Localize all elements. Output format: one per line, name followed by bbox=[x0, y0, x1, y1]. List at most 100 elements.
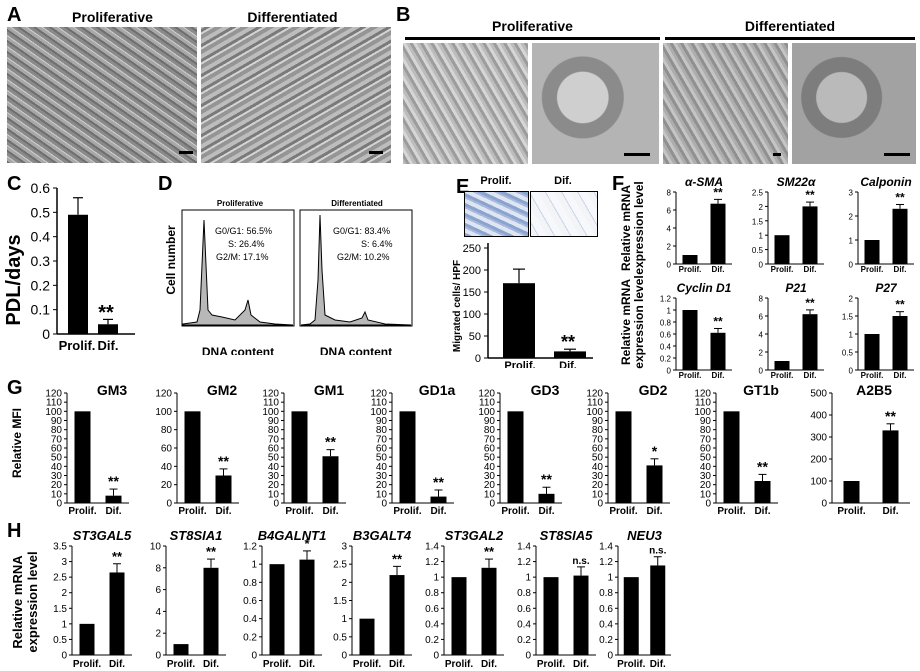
y-tick-label: 70 bbox=[484, 434, 496, 445]
panel-label-g: G bbox=[7, 377, 23, 399]
y-tick-label: 60 bbox=[268, 444, 280, 455]
bar-chart-neu3: NEU3 0 0.2 0.4 0.6 0.8 1 1.2 1.4 Prolif. n.s. Dif. bbox=[599, 528, 671, 670]
bar-chart-gm2: GM2 0 20 40 60 80 100 120 Prolif. ** Dif. bbox=[155, 382, 239, 517]
y-tick-label: 1 bbox=[849, 237, 854, 246]
y-tick-label: 0 bbox=[821, 499, 827, 510]
y-tick-label: 0 bbox=[155, 651, 161, 662]
y-tick-label: 1.5 bbox=[333, 596, 347, 607]
x-tick-label: Prolif. bbox=[285, 506, 314, 517]
y-tick-label: 0 bbox=[667, 261, 672, 270]
y-tick-label: 1 bbox=[607, 573, 613, 584]
significance-marker: ** bbox=[218, 453, 229, 469]
y-tick-label: 2 bbox=[61, 588, 67, 599]
bar bbox=[892, 208, 908, 264]
y-tick-label: 0.4 bbox=[425, 619, 439, 630]
y-tick-label: 1.2 bbox=[517, 557, 531, 568]
sem-image-differentiated-low bbox=[663, 43, 788, 164]
bar bbox=[774, 235, 790, 264]
x-tick-label: Prolif. bbox=[679, 265, 702, 272]
y-tick-label: 3 bbox=[341, 542, 347, 553]
bar bbox=[543, 577, 559, 655]
y-tick-label: 0 bbox=[433, 651, 439, 662]
y-tick-label: 0.8 bbox=[517, 588, 531, 599]
y-tick-label: 1 bbox=[61, 619, 67, 630]
y-tick-label: 40 bbox=[161, 462, 173, 473]
y-tick-label: 6 bbox=[667, 207, 672, 216]
y-tick-label: 40 bbox=[592, 462, 604, 473]
y-tick-label: 60 bbox=[700, 444, 712, 455]
y-tick-label: 0.4 bbox=[243, 614, 257, 625]
significance-marker: n.s. bbox=[572, 556, 589, 567]
x-tick-label: Prolif. bbox=[501, 506, 530, 517]
x-tick-label: Prolif. bbox=[537, 659, 566, 670]
chart-title: Calponin bbox=[860, 175, 911, 189]
y-tick-label: 6 bbox=[759, 313, 764, 322]
y-tick-label: 50 bbox=[51, 453, 63, 464]
migration-image-prolif bbox=[464, 191, 529, 237]
x-tick-label: Prolif. bbox=[393, 506, 422, 517]
y-tick-label: 110 bbox=[263, 398, 279, 409]
y-tick-label: 90 bbox=[700, 416, 712, 427]
y-tick-label: 50 bbox=[469, 331, 481, 343]
x-tick-label: Prolif. bbox=[504, 360, 535, 368]
chart-title: B4GALNT1 bbox=[258, 528, 326, 543]
x-tick-label: Dif. bbox=[650, 659, 666, 670]
x-tick-label: Prolif. bbox=[837, 506, 866, 517]
x-tick-label: Dif. bbox=[215, 506, 231, 517]
y-tick-label: 0 bbox=[251, 651, 257, 662]
y-tick-label: 0.6 bbox=[425, 604, 439, 615]
x-tick-label: Dif. bbox=[754, 506, 770, 517]
bar bbox=[203, 567, 219, 655]
chart-title: GD3 bbox=[531, 382, 560, 398]
x-tick-label: Prolif. bbox=[861, 371, 884, 378]
histogram-left bbox=[182, 219, 294, 326]
y-tick-label: 1.4 bbox=[425, 542, 439, 553]
chart-title: GM2 bbox=[207, 382, 238, 398]
sem-image-proliferative-low bbox=[403, 43, 528, 164]
y-tick-label: 1.4 bbox=[517, 542, 531, 553]
bar bbox=[74, 411, 91, 503]
y-tick-label: 0.6 bbox=[517, 604, 531, 615]
bar-chart-st3gal5: ST3GAL5 0 0.5 1 1.5 2 2.5 3 3.5 Prolif. ** Dif. bbox=[53, 528, 132, 670]
y-tick-label: 0.6 bbox=[243, 596, 257, 607]
y-tick-label: 0 bbox=[759, 367, 764, 376]
chart-title: ST3GAL5 bbox=[73, 528, 132, 543]
y-tick-label: 120 bbox=[370, 389, 387, 400]
y-tick-label: 150 bbox=[463, 287, 481, 299]
y-tick-label: 10 bbox=[592, 489, 604, 500]
y-tick-label: 0.8 bbox=[599, 588, 613, 599]
y-tick-label: 0 bbox=[166, 499, 172, 510]
y-tick-label: 0.2 bbox=[517, 635, 531, 646]
bar bbox=[882, 430, 899, 503]
y-tick-label: 0.8 bbox=[425, 588, 439, 599]
significance-marker: ** bbox=[713, 314, 723, 328]
significance-marker: * bbox=[304, 536, 310, 551]
x-tick-label: Dif. bbox=[203, 659, 219, 670]
y-tick-label: 90 bbox=[484, 416, 496, 427]
x-tick-label: Dif. bbox=[559, 360, 577, 368]
y-tick-label: 500 bbox=[810, 389, 827, 400]
y-tick-label: 4 bbox=[759, 331, 764, 340]
y-ticks: 0 50 100 150 200 250 bbox=[463, 243, 488, 365]
x-tick-label: Prolif. bbox=[861, 265, 884, 272]
g0g1-right: G0/G1: 83.4% bbox=[333, 226, 390, 236]
x-tick-label: Dif. bbox=[894, 265, 907, 272]
bar bbox=[723, 411, 740, 503]
x-tick-label: Dif. bbox=[712, 371, 725, 378]
y-tick-label: 20 bbox=[51, 480, 63, 491]
bars bbox=[503, 268, 586, 358]
y-tick-label: 1.5 bbox=[752, 217, 764, 226]
y-tick-label: 100 bbox=[478, 407, 495, 418]
y-tick-label: 2.5 bbox=[53, 573, 67, 584]
significance-marker: ** bbox=[895, 190, 905, 204]
x-tick-label: Prolif. bbox=[68, 506, 97, 517]
significance-marker: ** bbox=[325, 434, 336, 450]
panel-label-f: F bbox=[612, 173, 625, 195]
y-tick-label: 2 bbox=[849, 295, 854, 304]
bar bbox=[774, 361, 790, 370]
x-tick-label: Prolif. bbox=[717, 506, 746, 517]
x-tick-label: Dif. bbox=[538, 506, 554, 517]
y-tick-label: 100 bbox=[810, 477, 827, 488]
y-tick-label: 100 bbox=[586, 407, 603, 418]
y-tick-label: 200 bbox=[463, 265, 481, 277]
